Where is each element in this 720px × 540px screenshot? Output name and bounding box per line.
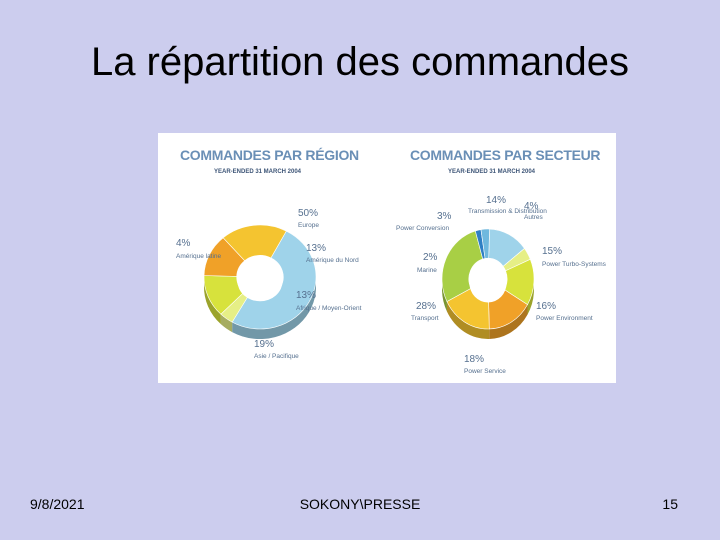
charts-svg: COMMANDES PAR RÉGION YEAR-ENDED 31 MARCH… [176, 147, 607, 375]
value-label-2-power-environment: 16% [536, 301, 556, 312]
value-label-2-transport: 28% [416, 301, 436, 312]
value-label-2-autres: 4% [524, 201, 539, 212]
value-label-2-power-service: 18% [464, 354, 484, 365]
slice-side-1-europe [232, 231, 316, 339]
category-label-2-power-service: Power Service [464, 368, 506, 375]
value-label-1-afrique-moyen-orient: 13% [296, 290, 316, 301]
value-label-2-power-conversion: 3% [437, 211, 452, 222]
chart-figure: COMMANDES PAR RÉGION YEAR-ENDED 31 MARCH… [158, 133, 616, 383]
value-label-1-amerique-du-nord: 13% [306, 243, 326, 254]
category-label-1-amerique-du-nord: Amérique du Nord [306, 257, 359, 264]
slice-side-1-amerique-du-nord [204, 275, 221, 325]
category-label-2-power-environment: Power Environment [536, 315, 593, 322]
value-label-2-power-turbo-systems: 15% [542, 246, 562, 257]
category-label-2-power-conversion: Power Conversion [396, 225, 449, 232]
slice-side-2-power-environment [489, 304, 528, 339]
value-label-1-asie-pacifique: 19% [254, 339, 274, 350]
chart1-slices [203, 224, 317, 339]
slice-2-transport [441, 230, 484, 302]
category-label-2-power-turbo-systems: Power Turbo-Systems [542, 261, 607, 268]
category-label-1-afrique-moyen-orient: Afrique / Moyen-Orient [296, 305, 362, 312]
category-label-1-amerique-latine: Amérique latine [176, 253, 222, 260]
slice-1-asie-pacifique [222, 224, 287, 262]
chart1-title: COMMANDES PAR RÉGION [180, 147, 359, 163]
slice-2-power-conversion [480, 228, 490, 259]
value-label-2-transmission-distribution: 14% [486, 195, 506, 206]
category-label-2-transmission-distribution: Transmission & Distribution [468, 208, 547, 215]
donut-hole-2 [469, 263, 507, 303]
category-label-2-marine: Marine [417, 267, 437, 274]
value-label-1-amerique-latine: 4% [176, 238, 191, 249]
slice-labels: 50% Europe 4% Amérique latine 13% Amérique du… [176, 195, 607, 375]
slice-side-1-amerique-latine [220, 314, 233, 333]
chart2-subtitle: YEAR-ENDED 31 MARCH 2004 [448, 169, 536, 175]
value-label-1-europe: 50% [298, 208, 318, 219]
value-label-2-marine: 2% [423, 252, 438, 263]
chart2-slices [441, 228, 535, 339]
page-number: 15 [662, 496, 678, 512]
category-label-1-europe: Europe [298, 222, 319, 229]
category-label-2-autres: Autres [524, 214, 544, 221]
slice-1-europe [231, 230, 317, 330]
chart1-subtitle: YEAR-ENDED 31 MARCH 2004 [214, 169, 302, 175]
slide-title: La répartition des commandes [90, 40, 630, 84]
category-label-1-asie-pacifique: Asie / Pacifique [254, 353, 299, 360]
footer-date: 9/8/2021 [30, 496, 85, 512]
donut-hole-1 [237, 260, 283, 302]
chart2-title: COMMANDES PAR SECTEUR [410, 147, 600, 163]
category-label-2-transport: Transport [411, 315, 439, 322]
slice-side-2-power-service [446, 301, 490, 339]
footer-center-text: SOKONY\PRESSE [299, 496, 421, 512]
